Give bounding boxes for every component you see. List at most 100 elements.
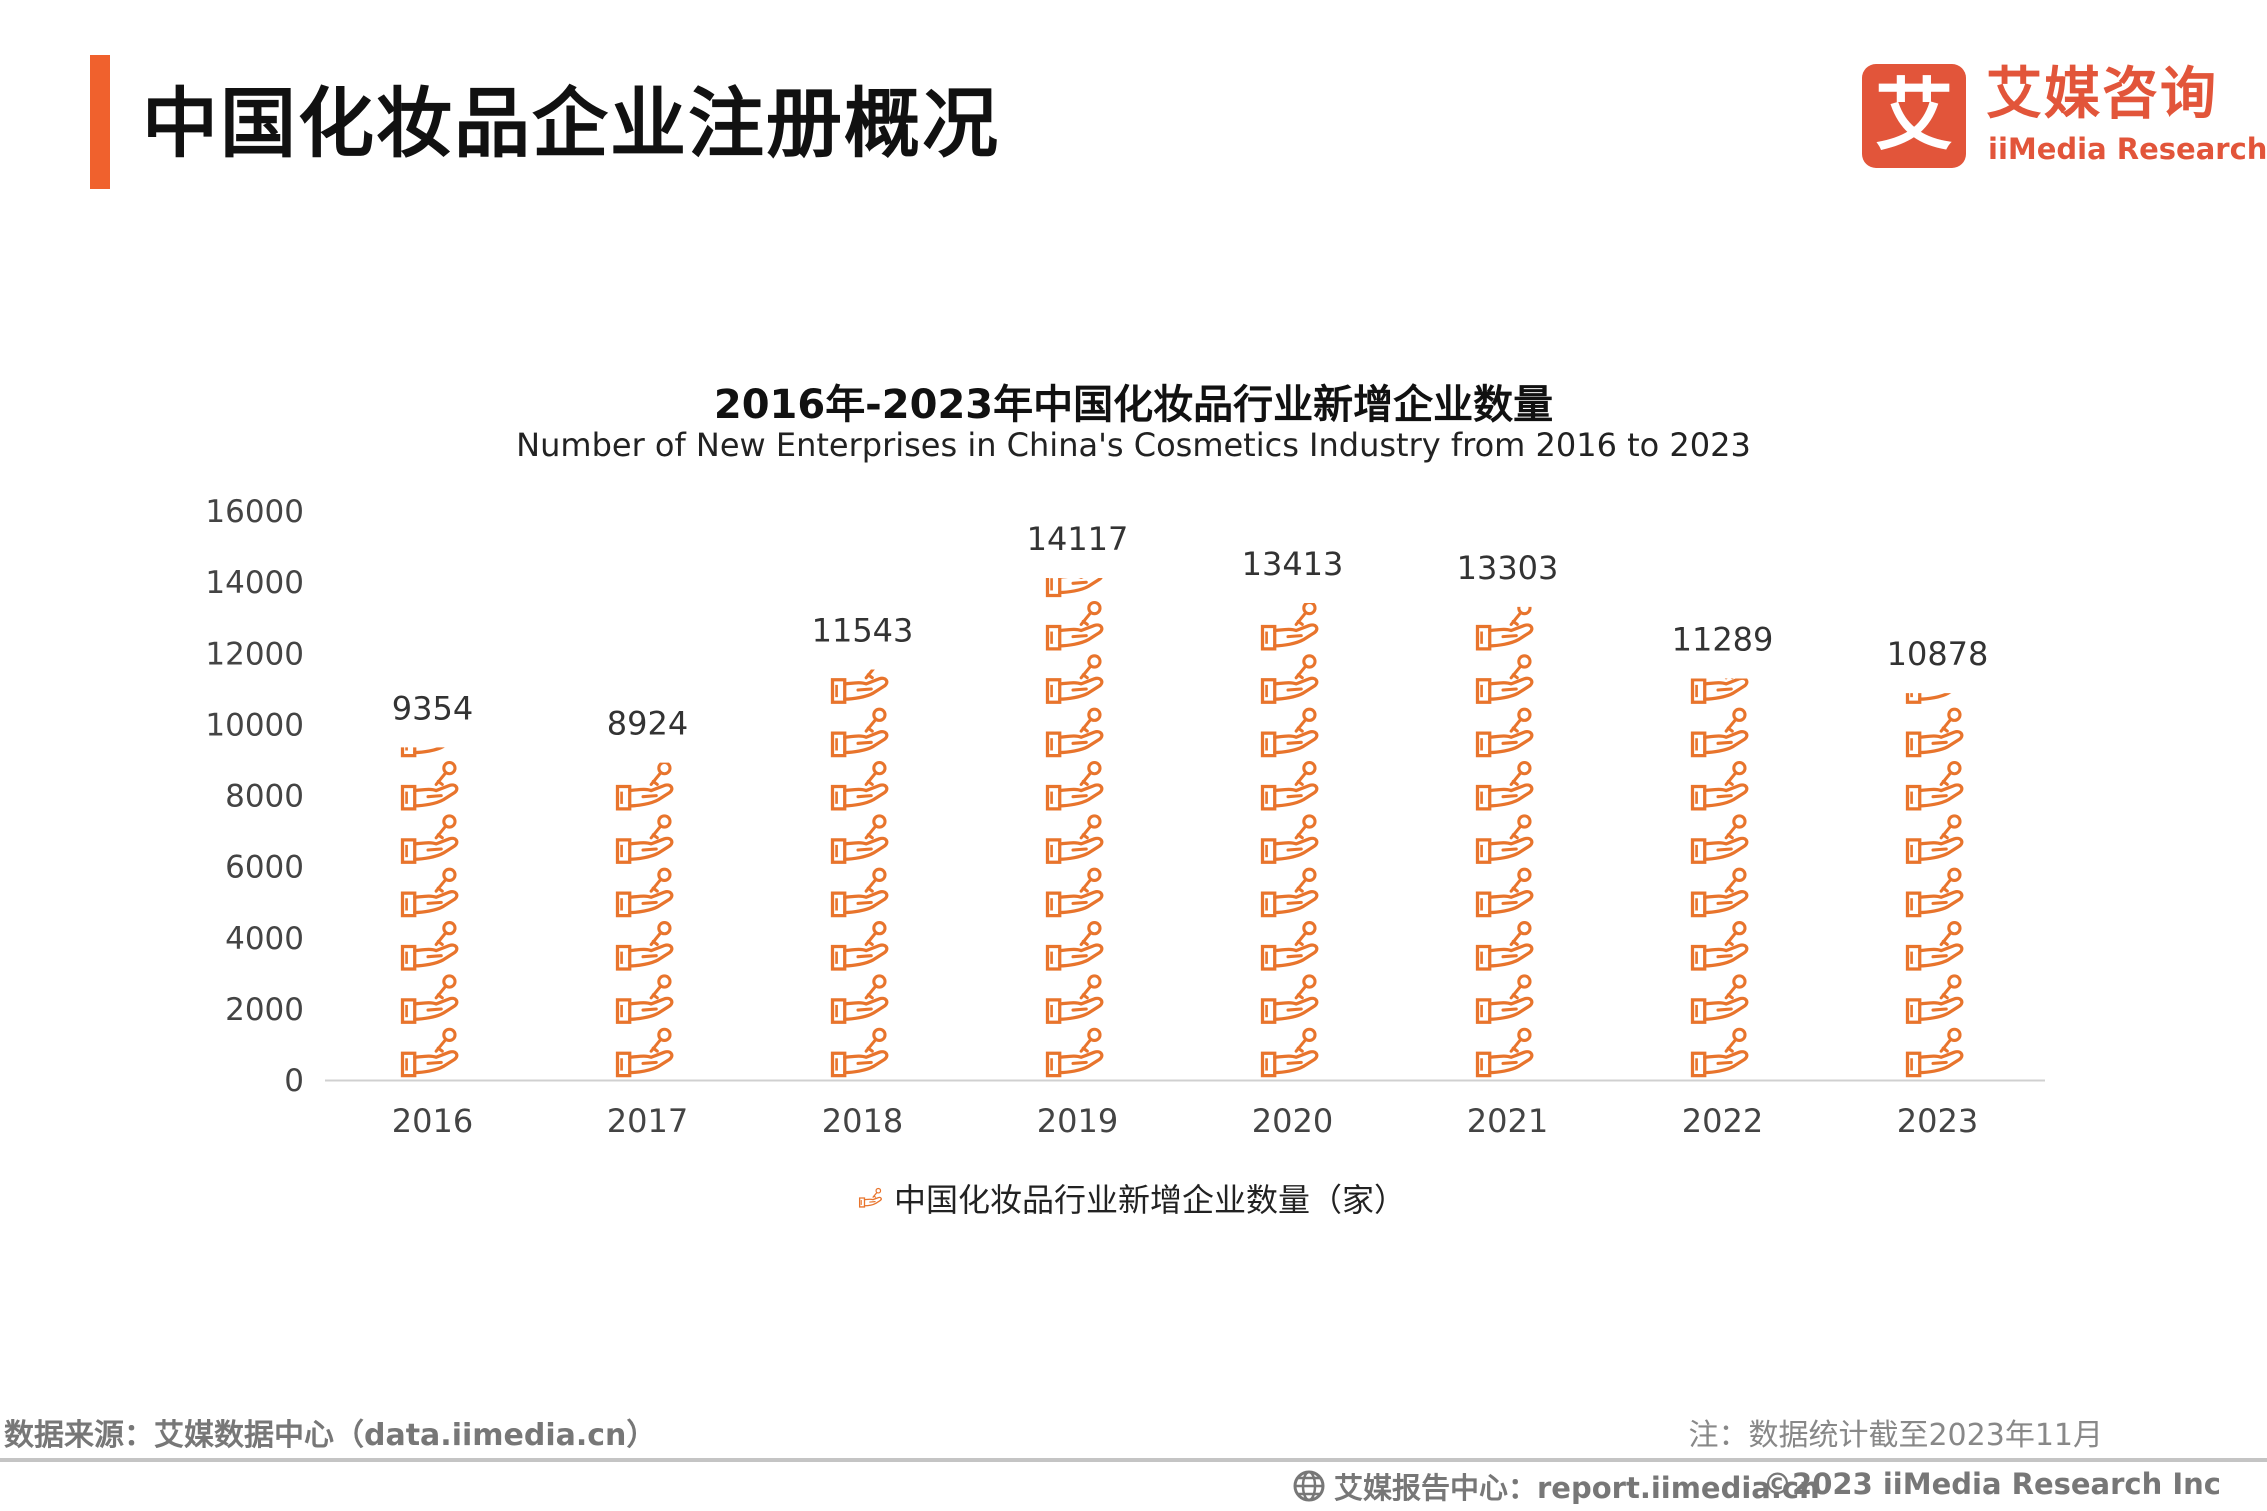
logo-mark: 艾 <box>1862 64 1966 168</box>
hand-holding-key-icon <box>615 974 674 1024</box>
x-tick-label: 2019 <box>1037 1102 1118 1140</box>
hand-holding-key-icon <box>1475 814 1534 864</box>
hand-holding-key-icon <box>1045 814 1104 864</box>
data-source: 数据来源：艾媒数据中心（data.iimedia.cn） <box>4 1418 657 1453</box>
hand-holding-key-icon <box>830 707 889 758</box>
hand-holding-key-icon <box>1045 974 1104 1024</box>
legend-label: 中国化妆品行业新增企业数量（家） <box>894 1181 1407 1219</box>
hand-holding-key-icon <box>1475 920 1534 971</box>
report-center-link[interactable]: 艾媒报告中心：report.iimedia.cn <box>1292 1465 1820 1507</box>
bar-2019 <box>1045 577 1104 1078</box>
hand-holding-key-icon <box>1475 867 1534 918</box>
hand-holding-key-icon <box>1690 760 1749 811</box>
hand-holding-key-icon <box>1260 707 1319 758</box>
hand-holding-key-icon <box>1475 974 1534 1024</box>
x-tick-label: 2023 <box>1897 1102 1978 1140</box>
hand-holding-key-icon <box>1045 920 1104 971</box>
hand-holding-key-icon <box>1690 920 1749 971</box>
x-tick-label: 2021 <box>1467 1102 1548 1140</box>
hand-holding-key-icon <box>1475 1027 1534 1078</box>
hand-holding-key-icon <box>1045 867 1104 918</box>
hand-holding-key-icon <box>1905 1027 1964 1078</box>
hand-holding-key-icon <box>1690 707 1749 758</box>
globe-icon <box>1293 1470 1325 1502</box>
hand-holding-key-icon <box>1260 603 1319 651</box>
hand-holding-key-icon <box>1690 814 1749 864</box>
hand-holding-key-icon <box>830 814 889 864</box>
chart-title: 2016年-2023年中国化妆品行业新增企业数量 <box>713 382 1554 428</box>
data-note: 注：数据统计截至2023年11月 <box>1688 1418 2103 1453</box>
hand-holding-key-icon <box>1045 707 1104 758</box>
report-center-text: 艾媒报告中心：report.iimedia.cn <box>1334 1471 1820 1505</box>
hand-holding-key-icon <box>1690 974 1749 1024</box>
hand-holding-key-icon <box>615 920 674 971</box>
hand-holding-key-icon <box>830 867 889 918</box>
hand-holding-key-icon <box>615 1027 674 1078</box>
page-title: 中国化妆品企业注册概况 <box>142 79 1000 168</box>
bar-2020 <box>1260 603 1319 1078</box>
hand-holding-key-icon <box>1475 606 1534 651</box>
footer-divider <box>0 1458 2267 1462</box>
bar-2017 <box>615 762 674 1078</box>
hand-holding-key-icon <box>1905 760 1964 811</box>
chart-legend: 中国化妆品行业新增企业数量（家） <box>858 1176 1406 1220</box>
hand-holding-key-icon <box>1905 814 1964 864</box>
hand-holding-key-icon <box>400 974 459 1024</box>
hand-holding-key-icon <box>1260 814 1319 864</box>
hand-holding-key-icon <box>1260 654 1319 704</box>
hand-holding-key-icon <box>830 920 889 971</box>
x-tick-label: 2018 <box>822 1102 903 1140</box>
data-label: 10878 <box>1887 635 1989 673</box>
hand-holding-key-icon <box>1045 1027 1104 1078</box>
hand-holding-key-icon <box>400 867 459 918</box>
data-label: 11543 <box>812 612 914 650</box>
data-label: 11289 <box>1672 621 1774 659</box>
hand-holding-key-icon <box>1905 867 1964 918</box>
hand-holding-key-icon <box>1475 760 1534 811</box>
data-label: 8924 <box>607 705 688 743</box>
logo-name-cn: 艾媒咨询 <box>1986 62 2218 127</box>
data-label: 14117 <box>1027 520 1129 558</box>
hand-holding-key-icon <box>400 814 459 864</box>
y-tick-label: 4000 <box>225 921 304 957</box>
data-label: 13303 <box>1457 549 1559 587</box>
hand-holding-key-icon <box>830 760 889 811</box>
hand-holding-key-icon <box>400 1027 459 1078</box>
y-tick-label: 6000 <box>225 850 304 886</box>
hand-holding-key-icon <box>1475 654 1534 704</box>
logo-name-en: iiMedia Research <box>1988 132 2267 166</box>
logo-mark-glyph: 艾 <box>1874 71 1953 161</box>
hand-holding-key-icon <box>830 974 889 1024</box>
hand-holding-key-icon <box>615 814 674 864</box>
bar-2022 <box>1690 678 1749 1078</box>
chart-subtitle: Number of New Enterprises in China's Cos… <box>516 426 1751 464</box>
hand-holding-key-icon <box>400 760 459 811</box>
hand-holding-key-icon <box>615 867 674 918</box>
hand-holding-key-icon <box>1260 1027 1319 1078</box>
y-tick-label: 14000 <box>205 565 304 601</box>
hand-holding-key-icon <box>1045 654 1104 704</box>
hand-holding-key-icon <box>858 1187 882 1208</box>
data-label: 13413 <box>1242 545 1344 583</box>
copyright: ©2023 iiMedia Research Inc <box>1763 1467 2221 1501</box>
hand-holding-key-icon <box>830 1027 889 1078</box>
x-tick-label: 2022 <box>1682 1102 1763 1140</box>
x-tick-label: 2016 <box>392 1102 473 1140</box>
iimedia-logo: 艾 艾媒咨询 iiMedia Research <box>1862 62 2267 174</box>
y-tick-label: 2000 <box>225 992 304 1028</box>
hand-holding-key-icon <box>1905 974 1964 1024</box>
y-tick-label: 10000 <box>205 707 304 743</box>
bar-2021 <box>1475 606 1534 1078</box>
title-accent-bar <box>90 55 110 189</box>
x-tick-label: 2020 <box>1252 1102 1333 1140</box>
hand-holding-key-icon <box>1905 920 1964 971</box>
hand-holding-key-icon <box>1690 1027 1749 1078</box>
y-tick-label: 8000 <box>225 779 304 815</box>
hand-holding-key-icon <box>1690 678 1749 704</box>
x-tick-label: 2017 <box>607 1102 688 1140</box>
data-label: 9354 <box>392 689 473 727</box>
hand-holding-key-icon <box>1690 867 1749 918</box>
hand-holding-key-icon <box>1260 974 1319 1024</box>
y-tick-label: 16000 <box>205 494 304 530</box>
